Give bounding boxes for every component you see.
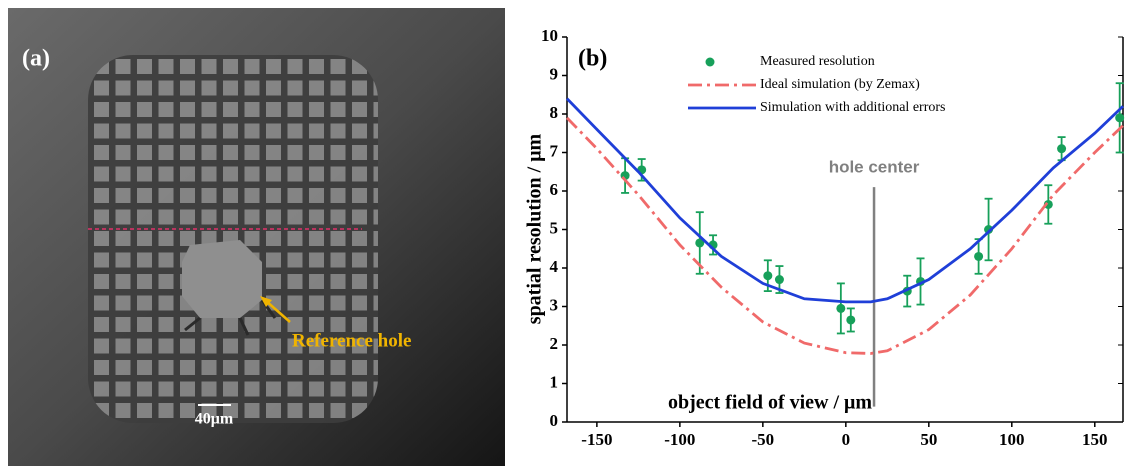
y-tick-label: 8 [550, 103, 559, 122]
x-tick-label: -100 [664, 430, 695, 449]
line [565, 116, 1124, 355]
legend-label: Simulation with additional errors [760, 100, 945, 115]
y-tick-label: 9 [550, 64, 559, 83]
arrow-head [260, 296, 272, 307]
y-tick-label: 3 [550, 295, 559, 314]
x-tick-label: -150 [581, 430, 612, 449]
x-tick-label: -50 [752, 430, 775, 449]
legend-label: Ideal simulation (by Zemax) [760, 77, 920, 92]
x-tick-label: 0 [842, 430, 851, 449]
x-axis-label: object field of view / μm [668, 392, 872, 414]
annotation: Reference hole [292, 330, 411, 351]
y-tick-label: 5 [550, 218, 559, 237]
scale-label: 40μm [195, 411, 234, 428]
point [774, 275, 784, 285]
y-tick-label: 2 [550, 334, 559, 353]
x-tick-label: 50 [920, 430, 937, 449]
line [565, 97, 1124, 304]
chart: 0 1 2 3 4 5 6 7 8 9 10 -150 -100 -50 0 50 100 150 object f… [524, 26, 1125, 449]
y-tick-label: 10 [541, 26, 558, 45]
point [1057, 144, 1067, 154]
y-axis-label: spatial resolution / μm [524, 133, 546, 324]
hole [182, 240, 262, 318]
x-tick-label: 100 [999, 430, 1025, 449]
point [836, 303, 846, 313]
point [974, 251, 984, 261]
y-tick-label: 7 [550, 141, 559, 160]
microscope-image: Reference hole 40μm (a) [8, 8, 505, 466]
y-tick-label: 0 [550, 411, 559, 430]
point [763, 271, 773, 281]
point [846, 315, 856, 325]
grid-pattern [88, 55, 378, 423]
point [695, 238, 705, 248]
legend-label: Measured resolution [760, 54, 875, 69]
panel-label: (a) [22, 46, 50, 72]
y-tick-label: 4 [550, 257, 559, 276]
x-tick-label: 150 [1082, 430, 1108, 449]
annotation-text: hole center [829, 157, 920, 176]
point [984, 225, 994, 234]
panel-label: (b) [578, 46, 607, 72]
y-tick-label: 1 [550, 372, 559, 391]
y-tick-label: 6 [550, 180, 559, 199]
arrow [264, 299, 291, 323]
legend-marker [705, 57, 715, 67]
point [1115, 113, 1125, 123]
